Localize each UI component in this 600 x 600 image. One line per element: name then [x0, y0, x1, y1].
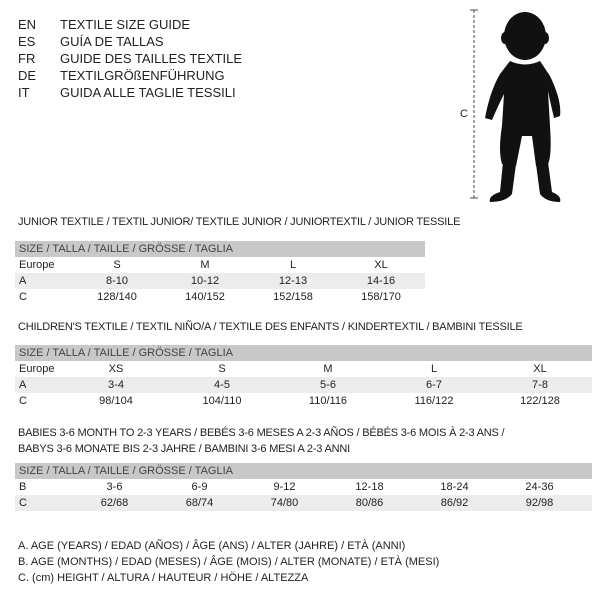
table-cell: C: [19, 395, 27, 407]
table-cell: ES: [18, 34, 36, 49]
table-cell: S: [113, 259, 121, 271]
table-cell: Europe: [19, 259, 55, 271]
table-row: Europe XS S M L XL: [15, 361, 592, 377]
table-cell: 68/74: [185, 497, 214, 509]
table-cell: 9-12: [273, 481, 296, 493]
table-cell: 7-8: [532, 379, 548, 391]
table-row: C 62/68 68/74 74/80 80/86 86/92 92/98: [15, 495, 592, 511]
title-es: ES GUÍA DE TALLAS: [18, 33, 242, 50]
table-cell: XL: [374, 259, 388, 271]
table-header: SIZE / TALLA / TAILLE / GRÖSSE / TAGLIA: [15, 345, 592, 361]
table-cell: 104/110: [202, 395, 242, 407]
babies-size-table: SIZE / TALLA / TAILLE / GRÖSSE / TAGLIA …: [15, 463, 592, 511]
table-cell: 12-13: [278, 275, 308, 287]
table-cell: 158/170: [361, 291, 401, 303]
table-row: C 128/140 140/152 152/158 158/170: [15, 289, 425, 305]
table-cell: FR: [18, 51, 36, 66]
table-cell: TEXTILGRÖßENFÜHRUNG: [60, 68, 225, 83]
title-en: EN TEXTILE SIZE GUIDE: [18, 16, 242, 33]
table-cell: 98/104: [99, 395, 133, 407]
table-row: A 8-10 10-12 12-13 14-16: [15, 273, 425, 289]
table-cell: L: [289, 259, 297, 271]
table-cell: 3-6: [106, 481, 123, 493]
title-fr: FR GUIDE DES TAILLES TEXTILE: [18, 50, 242, 67]
table-cell: 92/98: [525, 497, 554, 509]
table-cell: EN: [18, 17, 37, 32]
title-block: EN TEXTILE SIZE GUIDE ES GUÍA DE TALLAS FR…: [18, 16, 242, 101]
table-cell: C: [19, 497, 27, 509]
table-cell: IT: [18, 85, 30, 100]
table-cell: 80/86: [355, 497, 384, 509]
table-cell: XS: [108, 363, 124, 375]
table-cell: S: [218, 363, 226, 375]
table-cell: 24-36: [525, 481, 554, 493]
table-cell: M: [200, 259, 210, 271]
table-cell: DE: [18, 68, 37, 83]
table-cell: 110/116: [308, 395, 348, 407]
table-cell: 152/158: [273, 291, 313, 303]
table-row: Europe S M L XL: [15, 257, 425, 273]
title-it: IT GUIDA ALLE TAGLIE TESSILI: [18, 84, 242, 101]
legend-a: A. AGE (YEARS) / EDAD (AÑOS) / ÂGE (ANS)…: [18, 540, 406, 552]
table-cell: 116/122: [414, 395, 454, 407]
table-cell: GUIDA ALLE TAGLIE TESSILI: [60, 85, 236, 100]
height-label: C: [460, 108, 468, 120]
children-title: CHILDREN'S TEXTILE / TEXTIL NIÑO/A / TEX…: [18, 321, 523, 333]
table-cell: C: [19, 291, 27, 303]
table-cell: B: [19, 481, 27, 493]
table-cell: TEXTILE SIZE GUIDE: [60, 17, 191, 32]
table-row: B 3-6 6-9 9-12 12-18 18-24 24-36: [15, 479, 592, 495]
table-cell: 6-9: [191, 481, 208, 493]
table-cell: A: [19, 379, 27, 391]
table-cell: 128/140: [97, 291, 137, 303]
table-cell: 18-24: [440, 481, 469, 493]
table-cell: L: [430, 363, 438, 375]
table-cell: A: [19, 275, 27, 287]
table-cell: 122/128: [520, 395, 560, 407]
baby-silhouette-icon: [470, 9, 561, 202]
table-cell: 10-12: [190, 275, 220, 287]
table-cell: GUIDE DES TAILLES TEXTILE: [60, 51, 243, 66]
table-cell: M: [323, 363, 333, 375]
table-cell: 86/92: [440, 497, 469, 509]
babies-title-line1: BABIES 3-6 MONTH TO 2-3 YEARS / BEBÉS 3-…: [18, 427, 505, 439]
legend-b: B. AGE (MONTHS) / EDAD (MESES) / ÂGE (MO…: [18, 556, 440, 568]
babies-title-line2: BABYS 3-6 MONATE BIS 2-3 JAHRE / BAMBINI…: [18, 443, 350, 455]
legend-c: C. (cm) HEIGHT / ALTURA / HAUTEUR / HÖHE…: [18, 572, 309, 584]
table-cell: 62/68: [100, 497, 129, 509]
table-row: A 3-4 4-5 5-6 6-7 7-8: [15, 377, 592, 393]
junior-title: JUNIOR TEXTILE / TEXTIL JUNIOR/ TEXTILE …: [18, 216, 461, 228]
title-de: DE TEXTILGRÖßENFÜHRUNG: [18, 67, 242, 84]
table-cell: 8-10: [105, 275, 129, 287]
children-size-table: SIZE / TALLA / TAILLE / GRÖSSE / TAGLIA …: [15, 345, 592, 409]
table-header: SIZE / TALLA / TAILLE / GRÖSSE / TAGLIA: [15, 463, 592, 479]
table-cell: GUÍA DE TALLAS: [60, 34, 164, 49]
table-cell: 4-5: [214, 379, 230, 391]
table-cell: 3-4: [108, 379, 124, 391]
table-row: C 98/104 104/110 110/116 116/122 122/128: [15, 393, 592, 409]
table-cell: 74/80: [270, 497, 299, 509]
table-cell: XL: [533, 363, 547, 375]
legend: A. AGE (YEARS) / EDAD (AÑOS) / ÂGE (ANS)…: [18, 538, 439, 586]
table-cell: 5-6: [320, 379, 336, 391]
table-cell: 12-18: [355, 481, 384, 493]
table-cell: 6-7: [426, 379, 442, 391]
table-cell: 140/152: [185, 291, 225, 303]
junior-size-table: SIZE / TALLA / TAILLE / GRÖSSE / TAGLIA …: [15, 241, 425, 305]
table-header: SIZE / TALLA / TAILLE / GRÖSSE / TAGLIA: [15, 241, 425, 257]
table-cell: Europe: [19, 363, 55, 375]
table-cell: 14-16: [366, 275, 396, 287]
